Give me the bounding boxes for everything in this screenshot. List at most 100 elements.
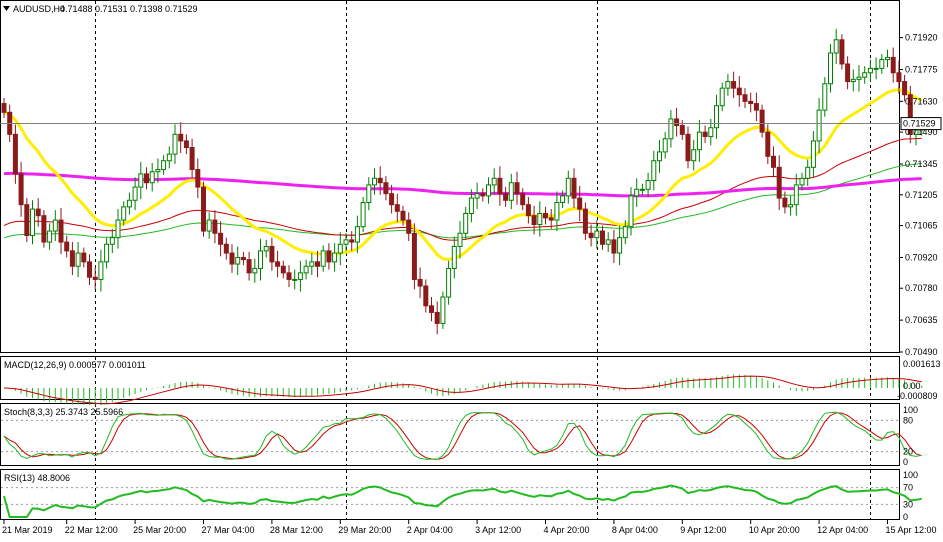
bear-candle	[896, 72, 902, 83]
bull-candle	[691, 149, 697, 162]
bear-candle	[195, 169, 201, 188]
price-tick-label: 0.70780	[905, 283, 938, 293]
price-tick-label: 0.70635	[905, 315, 938, 325]
bear-candle	[679, 125, 685, 135]
price-tick-label: 0.71775	[905, 64, 938, 74]
low-value: 0.71398	[130, 4, 163, 14]
bull-candle	[605, 239, 611, 245]
bull-candle	[668, 118, 674, 140]
bull-candle	[651, 160, 657, 182]
bull-candle	[30, 208, 35, 236]
bear-candle	[748, 100, 754, 105]
bear-candle	[144, 173, 149, 184]
bear-candle	[400, 210, 406, 221]
bear-candle	[417, 278, 423, 287]
bear-candle	[1, 103, 7, 113]
bear-candle	[64, 241, 70, 252]
bear-candle	[434, 311, 440, 324]
bull-candle	[828, 52, 833, 85]
bull-candle	[708, 127, 714, 138]
bear-candle	[92, 276, 98, 280]
bear-candle	[411, 232, 417, 280]
rsi-line	[3, 484, 922, 518]
bull-candle	[565, 177, 571, 197]
macd-title: MACD(12,26,9) 0.000577 0.001011	[4, 360, 146, 370]
bear-candle	[759, 109, 765, 133]
bull-candle	[537, 212, 543, 225]
rsi-title: RSI(13) 48.8006	[4, 473, 70, 483]
bear-candle	[389, 193, 395, 206]
bull-candle	[856, 76, 862, 80]
bull-candle	[560, 195, 566, 203]
bull-candle	[862, 72, 868, 78]
stoch-pane[interactable]	[0, 403, 900, 466]
bear-candle	[765, 131, 771, 157]
bull-candle	[833, 39, 839, 54]
bear-candle	[275, 261, 281, 267]
bull-candle	[508, 182, 514, 201]
price-tick-label: 0.70920	[905, 252, 938, 262]
macd-tick-label: 0.00	[903, 381, 921, 391]
price-tick-label: 0.71490	[905, 127, 938, 137]
time-tick-label: 25 Mar 20:00	[133, 525, 186, 535]
triangle-down-icon	[3, 6, 10, 11]
bear-candle	[571, 177, 577, 199]
bear-candle	[326, 250, 332, 263]
bull-candle	[850, 78, 856, 83]
bear-candle	[543, 212, 548, 219]
bull-candle	[725, 81, 731, 89]
bull-candle	[360, 201, 366, 228]
bull-candle	[486, 184, 491, 197]
bull-candle	[816, 109, 822, 142]
bear-candle	[315, 261, 320, 267]
bear-candle	[685, 133, 691, 162]
bull-candle	[810, 140, 816, 168]
price-tick-label: 0.70490	[905, 347, 938, 357]
bull-candle	[805, 166, 811, 179]
bear-candle	[178, 133, 184, 142]
bear-candle	[525, 204, 531, 217]
bear-candle	[531, 215, 537, 225]
bull-candle	[657, 151, 662, 162]
bull-candle	[138, 173, 144, 188]
bull-candle	[47, 230, 53, 243]
time-tick-label: 27 Mar 04:00	[202, 525, 255, 535]
bear-candle	[406, 219, 412, 234]
bull-candle	[634, 188, 640, 197]
bull-candle	[867, 67, 873, 74]
time-tick-label: 2 Apr 04:00	[407, 525, 453, 535]
bull-candle	[309, 261, 315, 267]
bear-candle	[520, 193, 526, 206]
bull-candle	[52, 219, 58, 232]
bull-candle	[161, 160, 167, 171]
bear-candle	[611, 239, 617, 254]
bear-candle	[776, 166, 782, 199]
axes: 0.71920 0.71775 0.71630 0.71490 0.71345 0.712…	[2, 33, 938, 535]
bear-candle	[902, 81, 908, 96]
rsi-pane[interactable]	[0, 469, 900, 520]
current-price-label: 0.71529	[903, 119, 936, 129]
time-tick-label: 4 Apr 20:00	[544, 525, 590, 535]
bull-candle	[98, 261, 104, 280]
bear-candle	[731, 81, 737, 89]
bear-candle	[394, 204, 400, 212]
indicator-series	[1, 374, 923, 518]
bear-candle	[429, 305, 434, 313]
bull-candle	[343, 239, 349, 245]
bear-candle	[782, 197, 788, 208]
bull-candle	[873, 67, 879, 70]
bull-candle	[440, 296, 446, 324]
ma-green-line	[3, 162, 922, 239]
stoch-tick-label: 100	[903, 405, 918, 415]
bull-candle	[258, 250, 263, 269]
price-tick-label: 0.71630	[905, 96, 938, 106]
bull-candle	[822, 83, 828, 111]
stoch-tick-label: 80	[903, 415, 913, 425]
price-tick-label: 0.71920	[905, 33, 938, 43]
bear-candle	[753, 103, 759, 111]
bull-candle	[366, 184, 372, 203]
bull-candle	[885, 56, 890, 61]
bull-candle	[799, 177, 805, 186]
bear-candle	[58, 219, 64, 243]
